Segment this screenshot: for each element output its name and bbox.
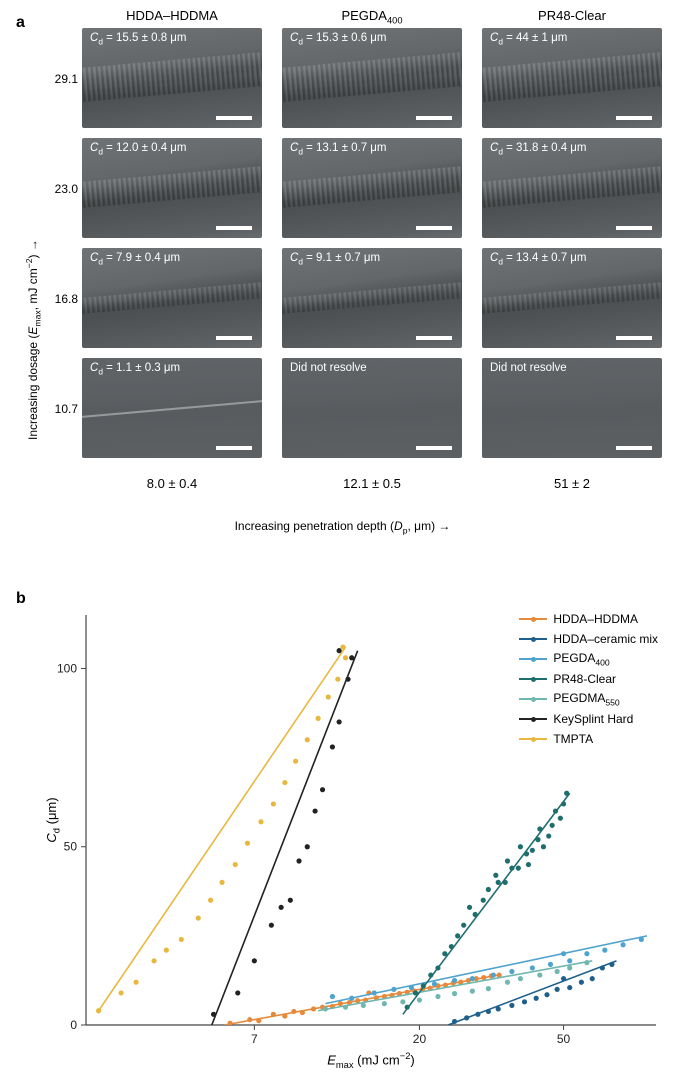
cd-value-label: Cd = 12.0 ± 0.4 μm bbox=[90, 142, 187, 156]
sem-image-cell: Cd = 44 ± 1 μm bbox=[482, 28, 662, 128]
svg-text:50: 50 bbox=[557, 1032, 571, 1046]
row-dose-label: 23.0 bbox=[42, 182, 78, 196]
legend-label: PEGDA400 bbox=[553, 651, 609, 667]
cd-value-label: Cd = 13.4 ± 0.7 μm bbox=[490, 252, 587, 266]
cd-value-label: Cd = 15.5 ± 0.8 μm bbox=[90, 32, 187, 46]
legend-item: PR48-Clear bbox=[519, 669, 658, 689]
panel-b-label: b bbox=[16, 590, 26, 608]
svg-text:20: 20 bbox=[413, 1032, 427, 1046]
dp-value: 8.0 ± 0.4 bbox=[82, 476, 262, 491]
panel-a-y-axis-label: Increasing dosage (Emax, mJ cm−2) → bbox=[24, 239, 42, 440]
svg-text:0: 0 bbox=[70, 1018, 77, 1032]
scale-bar bbox=[616, 336, 652, 340]
scale-bar bbox=[416, 226, 452, 230]
cd-value-label: Cd = 9.1 ± 0.7 μm bbox=[290, 252, 380, 266]
column-header: HDDA–HDDMA bbox=[82, 8, 262, 23]
legend-item: PEGDA400 bbox=[519, 649, 658, 669]
row-dose-label: 29.1 bbox=[42, 72, 78, 86]
legend-label: HDDA–ceramic mix bbox=[553, 632, 658, 646]
sem-image-cell: Cd = 15.3 ± 0.6 μm bbox=[282, 28, 462, 128]
column-header: PR48-Clear bbox=[482, 8, 662, 23]
cd-value-label: Cd = 13.1 ± 0.7 μm bbox=[290, 142, 387, 156]
sem-image-cell: Cd = 1.1 ± 0.3 μm bbox=[82, 358, 262, 458]
legend-label: TMPTA bbox=[553, 732, 593, 746]
scale-bar bbox=[416, 446, 452, 450]
cd-value-label: Cd = 1.1 ± 0.3 μm bbox=[90, 362, 180, 376]
chart-legend: HDDA–HDDMA HDDA–ceramic mix PEGDA400 PR48-C… bbox=[519, 609, 658, 749]
sem-image-cell: Cd = 13.4 ± 0.7 μm bbox=[482, 248, 662, 348]
cd-value-label: Cd = 15.3 ± 0.6 μm bbox=[290, 32, 387, 46]
legend-item: TMPTA bbox=[519, 729, 658, 749]
legend-label: PEGDMA550 bbox=[553, 691, 619, 707]
sem-image-cell: Cd = 31.8 ± 0.4 μm bbox=[482, 138, 662, 238]
dp-value: 12.1 ± 0.5 bbox=[282, 476, 462, 491]
scale-bar bbox=[216, 446, 252, 450]
cd-value-label: Did not resolve bbox=[490, 362, 567, 374]
scale-bar bbox=[216, 336, 252, 340]
sem-image-cell: Did not resolve bbox=[482, 358, 662, 458]
sem-image-cell: Cd = 12.0 ± 0.4 μm bbox=[82, 138, 262, 238]
svg-text:7: 7 bbox=[251, 1032, 258, 1046]
scale-bar bbox=[416, 336, 452, 340]
scale-bar bbox=[216, 226, 252, 230]
legend-label: KeySplint Hard bbox=[553, 712, 633, 726]
cd-value-label: Cd = 31.8 ± 0.4 μm bbox=[490, 142, 587, 156]
sem-image-cell: Cd = 7.9 ± 0.4 μm bbox=[82, 248, 262, 348]
row-dose-label: 10.7 bbox=[42, 402, 78, 416]
legend-item: PEGDMA550 bbox=[519, 689, 658, 709]
cd-value-label: Cd = 44 ± 1 μm bbox=[490, 32, 567, 46]
panel-a-label: a bbox=[16, 14, 25, 32]
legend-item: KeySplint Hard bbox=[519, 709, 658, 729]
scale-bar bbox=[616, 226, 652, 230]
sem-image-cell: Cd = 15.5 ± 0.8 μm bbox=[82, 28, 262, 128]
column-header: PEGDA400 bbox=[282, 8, 462, 26]
cd-value-label: Cd = 7.9 ± 0.4 μm bbox=[90, 252, 180, 266]
scale-bar bbox=[616, 116, 652, 120]
sem-image-cell: Cd = 13.1 ± 0.7 μm bbox=[282, 138, 462, 238]
panel-a-x-axis-label: Increasing penetration depth (Dp, μm) → bbox=[0, 519, 685, 535]
legend-item: HDDA–HDDMA bbox=[519, 609, 658, 629]
row-dose-label: 16.8 bbox=[42, 292, 78, 306]
cd-value-label: Did not resolve bbox=[290, 362, 367, 374]
scale-bar bbox=[216, 116, 252, 120]
sem-image-cell: Cd = 9.1 ± 0.7 μm bbox=[282, 248, 462, 348]
panel-b-chart: 05010072050Emax (mJ cm−2)Cd (μm) HDDA–HD… bbox=[30, 605, 670, 1075]
sem-image-cell: Did not resolve bbox=[282, 358, 462, 458]
scale-bar bbox=[416, 116, 452, 120]
scale-bar bbox=[616, 446, 652, 450]
legend-label: HDDA–HDDMA bbox=[553, 612, 638, 626]
legend-label: PR48-Clear bbox=[553, 672, 616, 686]
legend-item: HDDA–ceramic mix bbox=[519, 629, 658, 649]
dp-value: 51 ± 2 bbox=[482, 476, 662, 491]
